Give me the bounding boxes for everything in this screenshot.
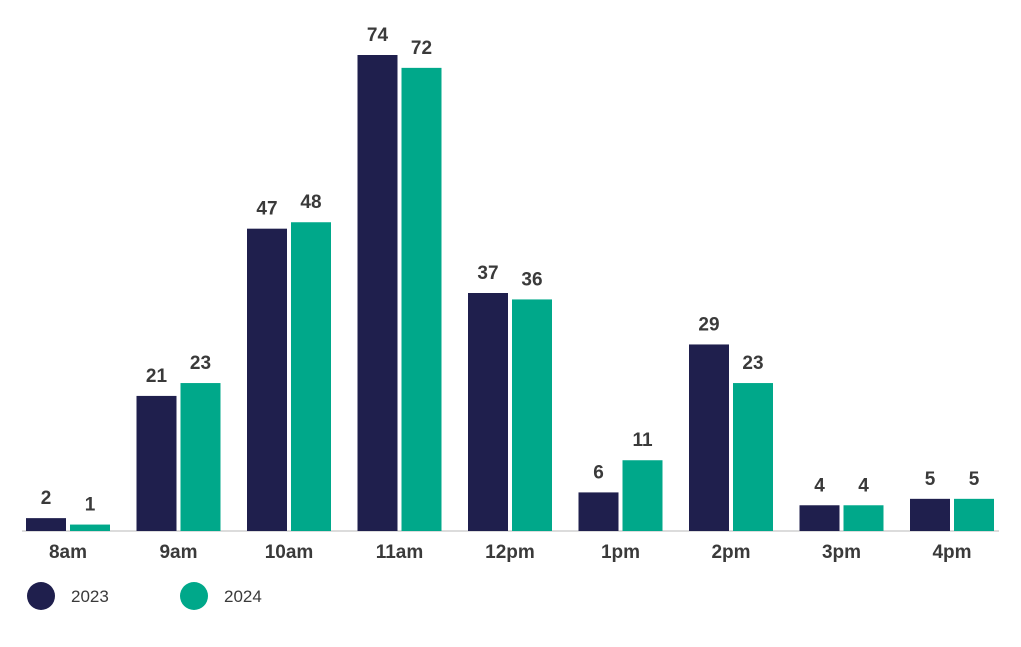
- x-tick-label-3pm: 3pm: [822, 542, 861, 563]
- value-label-2024-4pm: 5: [969, 469, 980, 490]
- value-label-2023-9am: 21: [146, 366, 168, 387]
- value-label-2023-3pm: 4: [814, 475, 825, 496]
- value-label-2023-12pm: 37: [477, 263, 498, 284]
- value-label-2024-9am: 23: [190, 353, 211, 374]
- value-label-2024-2pm: 23: [742, 353, 763, 374]
- value-label-2024-12pm: 36: [521, 269, 542, 290]
- bar-2023-9am: [136, 395, 177, 531]
- bar-2024-12pm: [512, 299, 552, 531]
- legend-swatch-2023: [27, 582, 55, 610]
- value-label-2024-10am: 48: [300, 192, 321, 213]
- bar-2024-3pm: [843, 505, 884, 531]
- bar-2023-10am: [247, 228, 287, 532]
- bar-2024-10am: [291, 222, 331, 532]
- legend: 2023 2024: [27, 582, 262, 610]
- value-label-2023-4pm: 5: [925, 469, 936, 490]
- legend-swatch-2024: [180, 582, 208, 610]
- value-label-2023-2pm: 29: [698, 314, 719, 335]
- value-label-2023-11am: 74: [367, 25, 389, 46]
- bar-2024-4pm: [954, 498, 994, 531]
- bar-2024-1pm: [622, 460, 663, 531]
- x-tick-label-4pm: 4pm: [932, 542, 971, 563]
- x-tick-label-2pm: 2pm: [711, 542, 750, 563]
- bar-2023-4pm: [910, 498, 950, 531]
- bar-2024-11am: [401, 67, 442, 531]
- value-label-2024-1pm: 11: [632, 430, 653, 451]
- bar-2023-2pm: [689, 344, 729, 531]
- bar-2024-2pm: [733, 383, 773, 531]
- value-label-2023-8am: 2: [41, 488, 52, 509]
- x-tick-label-8am: 8am: [49, 542, 87, 563]
- bars-layer: [26, 55, 994, 532]
- bar-2023-1pm: [578, 492, 619, 531]
- bar-2023-12pm: [468, 293, 508, 531]
- x-tick-label-10am: 10am: [265, 542, 314, 563]
- value-label-2024-3pm: 4: [858, 475, 869, 496]
- bar-2024-9am: [180, 383, 221, 531]
- x-tick-label-9am: 9am: [159, 542, 197, 563]
- bar-2023-8am: [26, 518, 66, 531]
- legend-label-2024: 2024: [224, 587, 262, 606]
- value-label-2023-10am: 47: [256, 199, 277, 220]
- bar-2023-3pm: [799, 505, 840, 531]
- value-label-2024-8am: 1: [85, 495, 96, 516]
- bar-2024-8am: [70, 524, 110, 531]
- x-tick-label-12pm: 12pm: [485, 542, 535, 563]
- x-tick-labels: 8am 9am 10am 11am 12pm 1pm 2pm 3pm 4pm: [49, 542, 972, 563]
- value-label-2023-1pm: 6: [593, 462, 604, 483]
- x-tick-label-11am: 11am: [376, 542, 424, 563]
- value-label-2024-11am: 72: [411, 38, 432, 59]
- x-tick-label-1pm: 1pm: [601, 542, 640, 563]
- bar-2023-11am: [357, 55, 398, 531]
- legend-label-2023: 2023: [71, 587, 109, 606]
